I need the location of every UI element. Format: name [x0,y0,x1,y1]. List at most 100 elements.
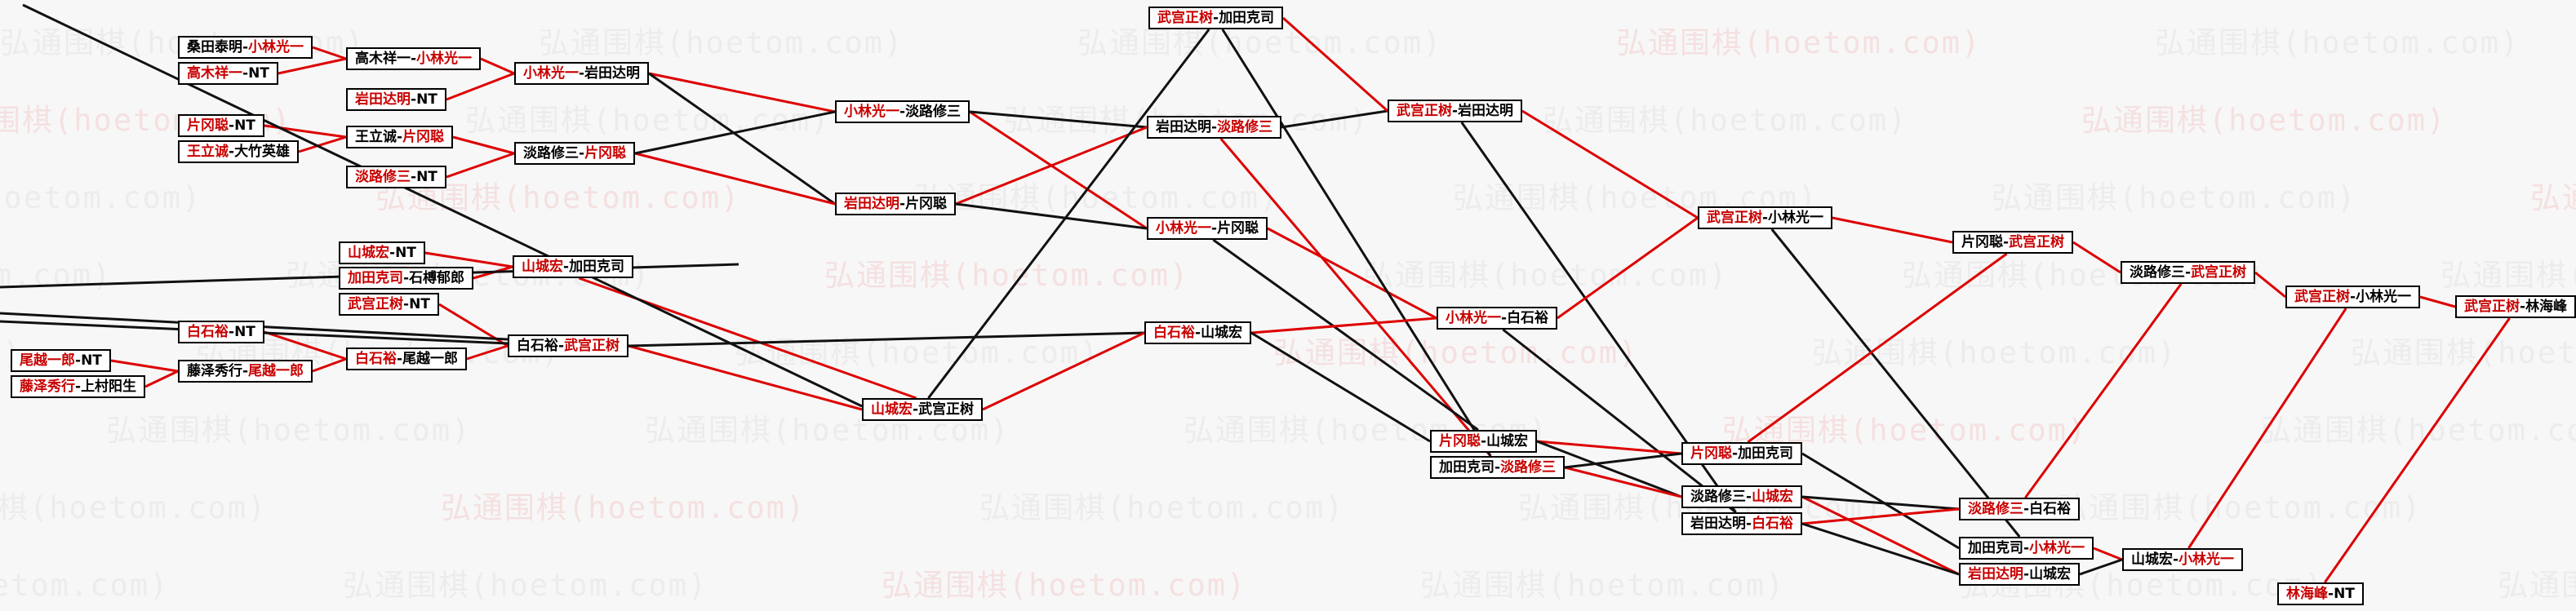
match-shiraishi_takemiya[interactable]: 白石裕-武宫正树 [508,334,629,357]
vs-separator: - [229,324,235,340]
match-connector-line [969,110,1148,129]
player-name-right: NT [409,296,430,312]
match-iwata_yamashiro[interactable]: 岩田达明-山城宏 [1959,563,2081,586]
player-name-left: 武宫正树 [2464,299,2520,315]
match-awaji_shiraishi[interactable]: 淡路修三-白石裕 [1959,498,2081,520]
player-name-right: 小林光一 [1768,210,1824,226]
match-kataoka_nt[interactable]: 片冈聪-NT [178,114,264,137]
match-connector-line [1282,16,1388,113]
match-connector-line [1770,228,2021,538]
player-name-right: NT [234,324,255,340]
match-shiraishi_yamashiro[interactable]: 白石裕-山城宏 [1144,321,1252,344]
player-name-left: 武宫正树 [348,296,403,312]
match-takemiya_kada[interactable]: 武宫正树-加田克司 [1148,7,1284,29]
match-iwata_awaji[interactable]: 岩田达明-淡路修三 [1147,116,1282,139]
watermark-text: 弘通围棋(hoetom.com) [1273,335,1639,370]
match-kataoka_yamashiro[interactable]: 片冈聪-山城宏 [1430,430,1538,453]
match-awaji_yamashiro[interactable]: 淡路修三-山城宏 [1681,485,1803,508]
match-awaji_kataoka[interactable]: 淡路修三-片冈聪 [514,142,636,165]
match-connector-line [648,72,836,113]
player-name-left: 山城宏 [871,401,913,418]
match-kobayashi_awaji[interactable]: 小林光一-淡路修三 [835,100,970,123]
match-fujisawa_ogoshi[interactable]: 藤泽秀行-尾越一郎 [178,360,313,383]
match-ogoshi_nt[interactable]: 尾越一郎-NT [11,349,111,372]
match-takemiya_rin[interactable]: 武宫正树-林海峰 [2455,295,2576,318]
vs-separator: - [2173,551,2179,568]
vs-separator: - [1213,10,1219,26]
match-awaji_nt[interactable]: 淡路修三-NT [346,166,446,188]
watermark-text: 弘通围棋(hoetom.com) [1992,180,2357,215]
match-iwata_kataoka[interactable]: 岩田达明-片冈聪 [835,193,957,215]
match-yamashiro_kobayashi[interactable]: 山城宏-小林光一 [2122,548,2244,571]
match-yamashiro_kada[interactable]: 山城宏-加田克司 [513,255,634,278]
match-kobayashi_iwata[interactable]: 小林光一-岩田达明 [514,62,650,85]
match-connector-line [628,331,1145,348]
match-wang_kataoka[interactable]: 王立诚-片冈聪 [346,126,454,148]
player-name-right: 小林光一 [416,51,473,67]
match-yamashiro_takemiya[interactable]: 山城宏-武宫正树 [862,398,984,421]
match-kobayashi_shiraishi[interactable]: 小林光一-白石裕 [1437,307,1558,330]
match-connector-line [1564,452,1682,469]
match-kada_ishigure[interactable]: 加田克司-石榑郁郎 [339,267,474,290]
match-connector-line [969,110,1148,230]
match-fujisawa_kamimura[interactable]: 藤泽秀行-上村阳生 [11,375,146,398]
watermark-text: 弘通围棋(hoetom.com) [1420,568,1786,603]
match-connector-line [2079,558,2123,576]
match-takagi_kobayashi[interactable]: 高木祥一-小林光一 [346,47,482,70]
vs-separator: - [411,51,417,67]
watermark-text: 弘通围棋(hoetom.com) [979,490,1345,525]
player-name-left: 山城宏 [2131,551,2173,568]
match-takemiya_kobayashi_right[interactable]: 武宫正树-小林光一 [2285,286,2421,308]
match-yamashiro_nt[interactable]: 山城宏-NT [339,241,425,264]
player-name-right: NT [81,352,102,369]
player-name-left: 片冈聪 [187,117,229,134]
watermark-text: 弘通围棋(hoetom.com) [2057,490,2423,525]
player-name-right: 小林光一 [2356,289,2412,305]
player-name-right: NT [234,117,255,134]
vs-separator: - [75,352,82,369]
match-iwata_shiraishi[interactable]: 岩田达明-白石裕 [1681,512,1803,535]
watermark-text: 弘通围棋(hoetom.com) [2081,103,2447,138]
match-takagi_nt[interactable]: 高木祥一-NT [178,62,278,85]
player-name-right: 大竹英雄 [234,144,291,160]
match-takemiya_iwata[interactable]: 武宫正树-岩田达明 [1388,100,1523,122]
vs-separator: - [411,91,417,108]
match-connector-line [955,202,1148,230]
match-connector-line [1536,440,1682,455]
player-name-right: 武宫正树 [2009,234,2065,250]
player-name-right: 片冈聪 [905,196,948,212]
match-connector-line [144,370,179,388]
vs-separator: - [1481,433,1487,449]
match-connector-line [1250,317,1437,334]
match-rin_nt[interactable]: 林海峰-NT [2277,582,2364,605]
player-name-right: NT [2334,586,2355,602]
vs-separator: - [1501,310,1508,326]
match-shiraishi_nt[interactable]: 白石裕-NT [178,321,264,343]
match-awaji_takemiya[interactable]: 淡路修三-武宫正树 [2121,261,2256,284]
match-takemiya_nt[interactable]: 武宫正树-NT [339,293,439,316]
match-kataoka_takemiya[interactable]: 片冈聪-武宫正树 [1952,231,2074,254]
match-kada_awaji[interactable]: 加田克司-淡路修三 [1430,456,1566,479]
match-connector-line [1250,331,1431,443]
match-wang_otake[interactable]: 王立诚-大竹英雄 [178,140,300,163]
match-connector-line [1521,109,1699,219]
watermark-text: 弘通围棋(hoetom.com) [1363,258,1729,293]
player-name-left: 藤泽秀行 [187,363,242,379]
player-name-left: 岩田达明 [844,196,899,212]
vs-separator: - [2023,501,2030,517]
vs-separator: - [397,351,403,367]
match-connector-line [927,29,1210,399]
match-takemiya_kobayashi_mid[interactable]: 武宫正树-小林光一 [1698,206,1833,229]
player-name-right: 小林光一 [2029,540,2085,556]
vs-separator: - [403,270,410,286]
vs-separator: - [242,65,249,82]
match-kada_kobayashi[interactable]: 加田克司-小林光一 [1959,537,2094,560]
match-connector-line [1502,328,1737,514]
match-kataoka_kada[interactable]: 片冈聪-加田克司 [1681,442,1803,465]
match-iwata_nt[interactable]: 岩田达明-NT [346,88,446,111]
match-shiraishi_ogoshi[interactable]: 白石裕-尾越一郎 [346,348,468,370]
match-kuwata[interactable]: 桑田泰明-小林光一 [178,36,313,59]
match-kobayashi_kataoka[interactable]: 小林光一-片冈聪 [1147,217,1268,240]
match-connector-line [2254,271,2286,299]
